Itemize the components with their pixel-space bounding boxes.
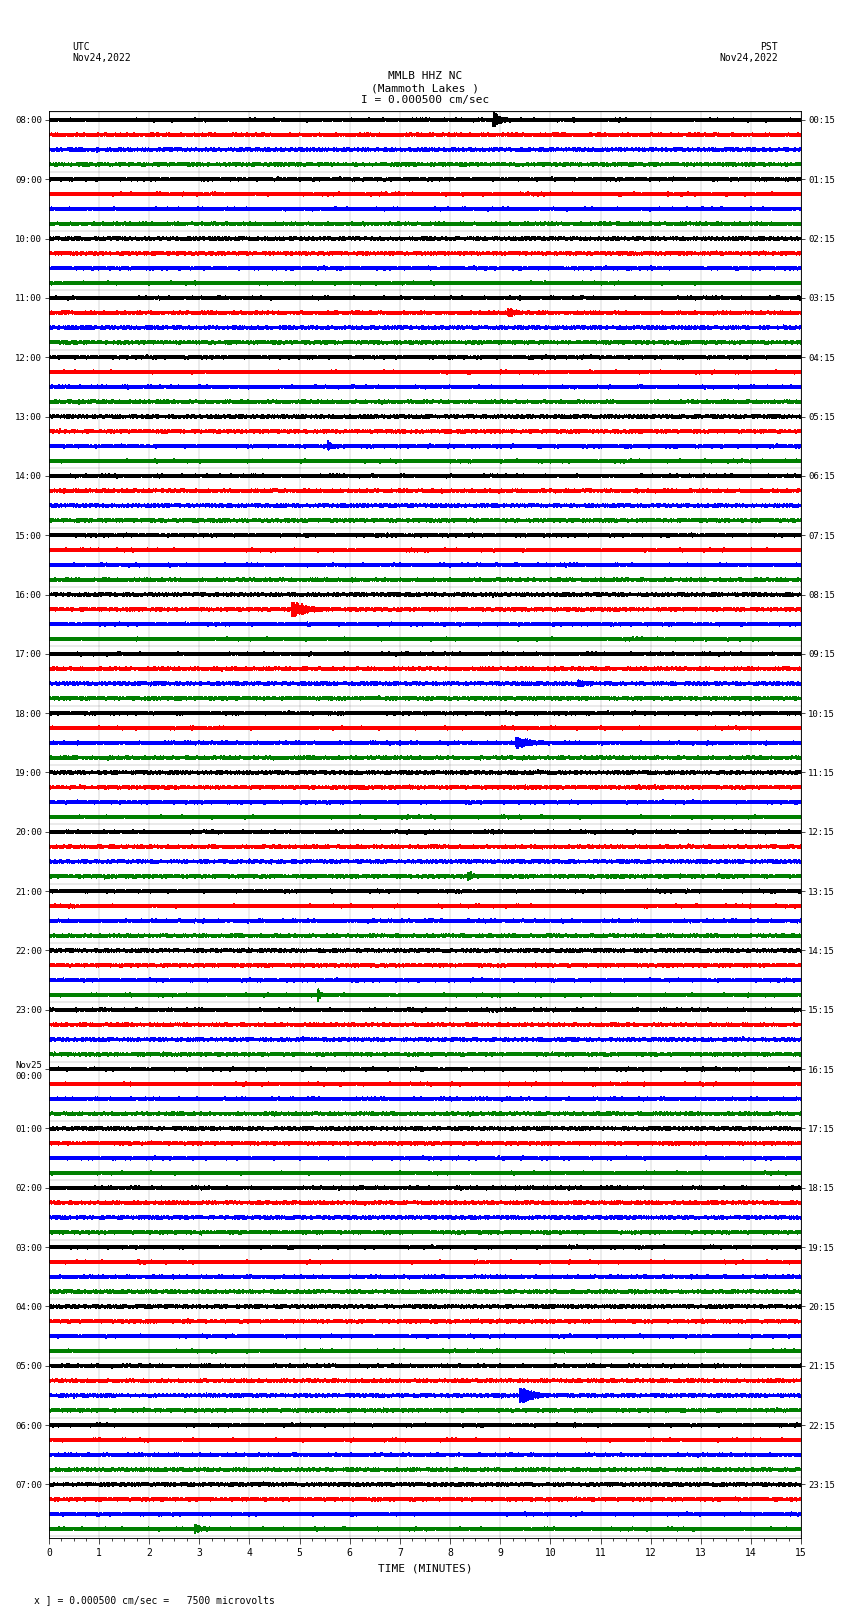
- Text: Nov24,2022: Nov24,2022: [719, 53, 778, 63]
- Text: UTC: UTC: [72, 42, 90, 52]
- Text: PST: PST: [760, 42, 778, 52]
- Text: Nov24,2022: Nov24,2022: [72, 53, 131, 63]
- Title: MMLB HHZ NC
(Mammoth Lakes )
I = 0.000500 cm/sec: MMLB HHZ NC (Mammoth Lakes ) I = 0.00050…: [361, 71, 489, 105]
- Text: x ] = 0.000500 cm/sec =   7500 microvolts: x ] = 0.000500 cm/sec = 7500 microvolts: [34, 1595, 275, 1605]
- X-axis label: TIME (MINUTES): TIME (MINUTES): [377, 1565, 473, 1574]
